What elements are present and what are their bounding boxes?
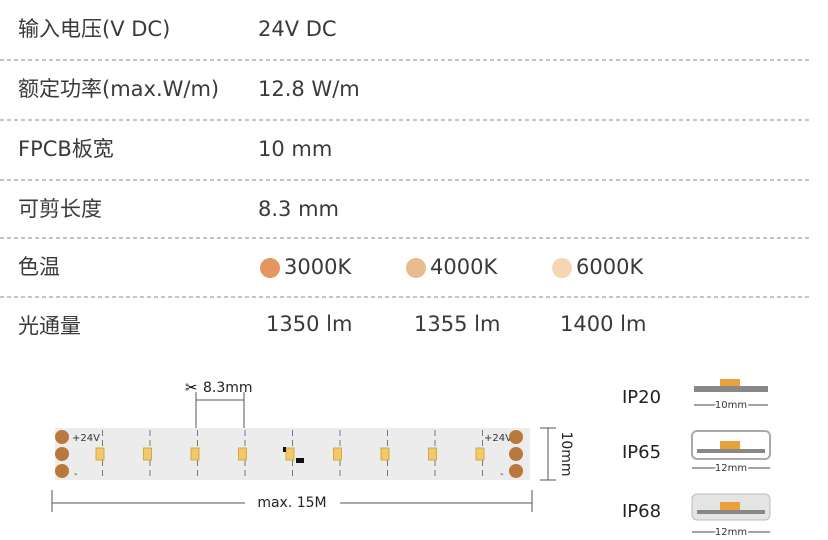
spec-value: 12.8 W/m <box>258 77 360 101</box>
spec-value: 10 mm <box>258 137 332 161</box>
led-chip <box>190 447 200 461</box>
ip-strip <box>697 449 765 453</box>
spec-label: 色温 <box>18 255 60 279</box>
ip-name: IP20 <box>622 387 661 408</box>
pole-label: - <box>500 469 504 480</box>
pole-label: +24V <box>484 433 512 444</box>
scissors-icon: ✂ <box>185 379 198 397</box>
led-chip <box>380 447 390 461</box>
led-chip <box>285 447 295 461</box>
pole-label: - <box>74 469 78 480</box>
ip-led <box>720 379 740 386</box>
led-chip <box>95 447 105 461</box>
spec-label: 光通量 <box>18 314 81 338</box>
ip-width: 10mm <box>715 400 747 411</box>
ip-width: 12mm <box>715 463 747 474</box>
lumen-value: 1355 lm <box>414 312 500 336</box>
ip-name: IP65 <box>622 442 661 463</box>
lumen-value: 1350 lm <box>266 312 352 336</box>
lumen-value: 1400 lm <box>560 312 646 336</box>
solder-pad <box>509 447 523 461</box>
ip-strip <box>694 386 768 392</box>
color-swatch <box>552 258 572 278</box>
strip-diagram: ✂ 8.3mm +24V +24V - - max. 15M 10mm <box>51 379 574 512</box>
led-chip <box>428 447 437 461</box>
color-temp: 3000K <box>284 255 352 279</box>
solder-pad <box>55 447 69 461</box>
strip-width: 10mm <box>558 431 574 476</box>
led-chip <box>143 447 152 461</box>
spec-value: 8.3 mm <box>258 197 339 221</box>
component <box>283 447 286 452</box>
ip-width: 12mm <box>715 527 747 538</box>
solder-pad <box>55 430 69 444</box>
pole-label: +24V <box>72 433 100 444</box>
ip-led <box>720 441 740 449</box>
component <box>296 458 304 463</box>
ip-ratings: IP20 10mm IP65 12mm IP68 12mm <box>622 379 771 540</box>
led-chip <box>475 447 485 461</box>
solder-pad <box>55 464 69 478</box>
color-swatch <box>260 258 280 278</box>
ip-led <box>720 502 740 510</box>
solder-pad <box>509 464 523 478</box>
color-swatch <box>406 258 426 278</box>
led-chip <box>238 447 247 461</box>
max-length: max. 15M <box>257 495 326 511</box>
ip-strip <box>697 510 765 514</box>
solder-pad <box>509 430 523 444</box>
cut-length: 8.3mm <box>203 380 253 396</box>
spec-label: 输入电压(V DC) <box>18 17 170 41</box>
spec-table: 输入电压(V DC) 24V DC 额定功率(max.W/m) 12.8 W/m… <box>0 17 812 338</box>
spec-label: 可剪长度 <box>18 197 102 221</box>
spec-label: 额定功率(max.W/m) <box>18 77 219 101</box>
ip-name: IP68 <box>622 501 661 522</box>
color-temp: 6000K <box>576 255 644 279</box>
spec-value: 24V DC <box>258 17 337 41</box>
led-chip <box>333 447 342 461</box>
spec-label: FPCB板宽 <box>18 137 114 161</box>
color-temp: 4000K <box>430 255 498 279</box>
